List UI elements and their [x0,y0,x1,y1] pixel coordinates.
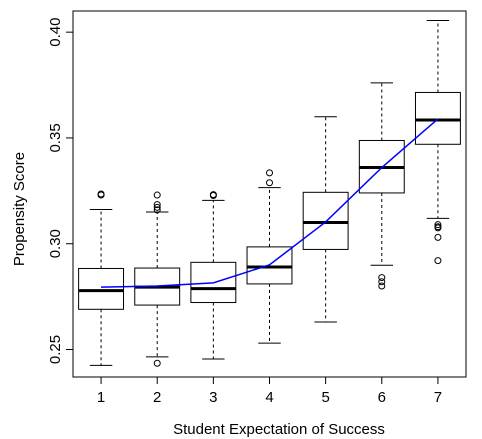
box-6 [358,82,405,290]
y-tick-label: 0.35 [47,123,64,152]
outlier-point [434,223,442,231]
x-tick-label: 1 [97,389,105,406]
outlier-point [378,278,386,286]
outlier-point [153,206,161,214]
outlier-point [434,221,442,229]
outlier-point [153,191,161,199]
box-1 [78,190,125,366]
trend-line [101,118,439,288]
outlier-point [266,179,273,187]
x-tick-label: 7 [434,389,442,406]
outlier-point [378,274,386,282]
box-4 [246,169,293,344]
outlier-point [153,201,161,209]
outlier-point [153,359,161,367]
x-tick-label: 2 [153,389,161,406]
iqr-box [414,91,461,145]
box-3 [190,191,237,360]
outlier-point [97,190,105,198]
iqr-box [302,191,349,250]
x-tick-label: 3 [209,389,217,406]
outlier-point [209,191,217,199]
box-2 [134,191,181,367]
x-tick-label: 4 [265,389,273,406]
box-5 [302,116,349,323]
y-tick-label: 0.40 [47,18,64,47]
outlier-point [378,282,386,290]
iqr-box [78,267,125,310]
outlier-point [266,169,273,177]
x-tick-label: 5 [321,389,329,406]
outlier-point [434,233,442,241]
y-tick-label: 0.25 [47,335,64,364]
outlier-point [434,257,442,265]
y-tick-label: 0.30 [47,229,64,258]
x-tick-label: 6 [378,389,386,406]
outlier-point [153,203,161,211]
box-7 [414,20,461,265]
y-axis-title: Propensity Score [11,152,28,266]
x-axis-title: Student Expectation of Success [173,421,385,438]
